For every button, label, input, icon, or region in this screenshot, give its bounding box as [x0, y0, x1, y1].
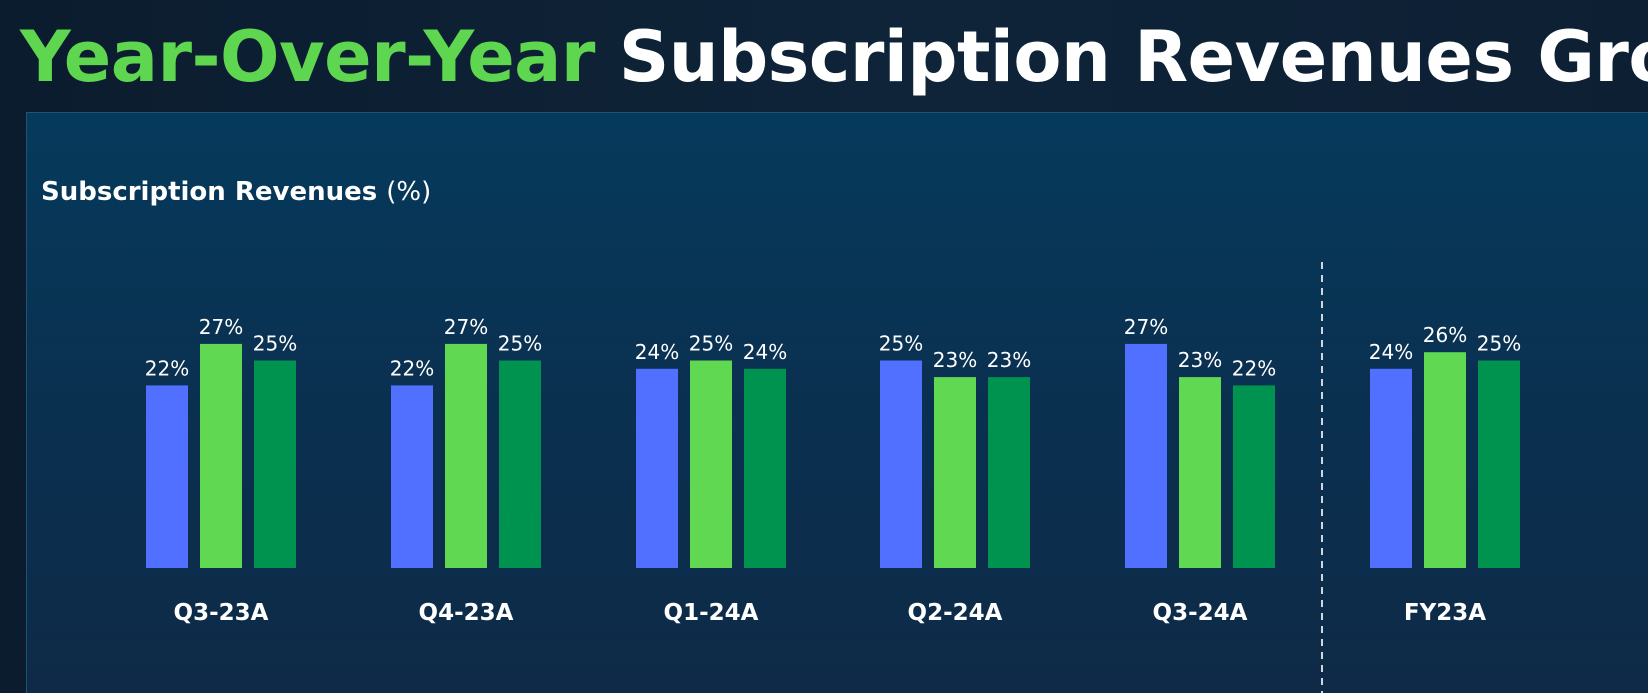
- bar-fy23a-s1: [1370, 368, 1412, 568]
- bar-q3-24a-s2: [1179, 377, 1221, 568]
- chart-title-unit: (%): [386, 177, 432, 207]
- data-label: 25%: [1477, 332, 1521, 356]
- category-label: Q4-23A: [419, 600, 514, 626]
- bar-q1-24a-s3: [744, 368, 786, 568]
- bar-q2-24a-s2: [934, 377, 976, 568]
- bar-fy23a-s2: [1424, 352, 1466, 568]
- chart-title: Subscription Revenues (%): [41, 177, 431, 207]
- category-label: Q3-23A: [174, 600, 269, 626]
- bar-q1-24a-s2: [690, 360, 732, 568]
- bar-q3-23a-s2: [200, 343, 242, 568]
- data-label: 24%: [743, 340, 787, 364]
- bar-q3-23a-s3: [254, 360, 296, 568]
- data-label: 24%: [1369, 340, 1413, 364]
- data-label: 23%: [987, 348, 1031, 372]
- title-highlight: Year-Over-Year: [20, 16, 595, 98]
- data-label: 27%: [444, 315, 488, 339]
- data-label: 22%: [390, 356, 434, 380]
- data-label: 23%: [933, 348, 977, 372]
- category-label: Q1-24A: [664, 600, 759, 626]
- bar-q3-24a-s3: [1233, 385, 1275, 568]
- data-label: 25%: [498, 332, 542, 356]
- bar-q4-23a-s1: [391, 385, 433, 568]
- bar-q2-24a-s1: [880, 360, 922, 568]
- category-label: Q2-24A: [908, 600, 1003, 626]
- data-label: 25%: [879, 332, 923, 356]
- data-label: 26%: [1423, 323, 1467, 347]
- data-label: 23%: [1178, 348, 1222, 372]
- data-label: 22%: [145, 356, 189, 380]
- page-title: Year-Over-Year Subscription Revenues Gro…: [20, 12, 1648, 102]
- chart-title-main: Subscription Revenues: [41, 177, 378, 207]
- bar-q3-23a-s1: [146, 385, 188, 568]
- data-label: 25%: [253, 332, 297, 356]
- data-label: 25%: [689, 332, 733, 356]
- bar-q1-24a-s1: [636, 368, 678, 568]
- title-rest: Subscription Revenues Growth: [618, 16, 1648, 98]
- bar-fy23a-s3: [1478, 360, 1520, 568]
- data-label: 27%: [199, 315, 243, 339]
- bar-q4-23a-s2: [445, 343, 487, 568]
- bar-q4-23a-s3: [499, 360, 541, 568]
- data-label: 24%: [635, 340, 679, 364]
- data-label: 27%: [1124, 315, 1168, 339]
- data-label: 22%: [1232, 356, 1276, 380]
- bar-q3-24a-s1: [1125, 343, 1167, 568]
- category-label: FY23A: [1404, 600, 1486, 626]
- category-label: Q3-24A: [1153, 600, 1248, 626]
- bar-q2-24a-s3: [988, 377, 1030, 568]
